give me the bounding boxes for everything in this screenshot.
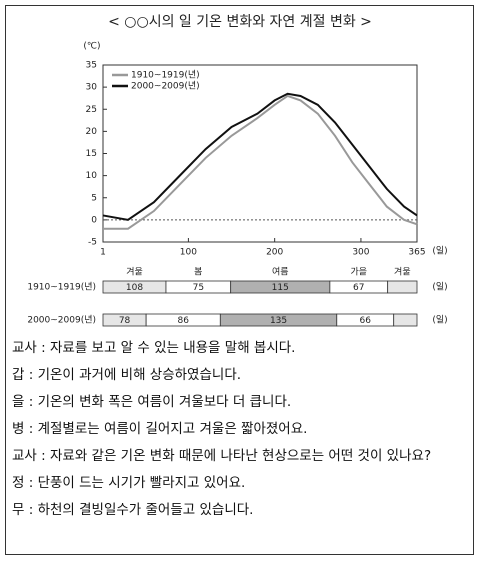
- utterance: 기온의 변화 폭은 여름이 겨울보다 더 큽니다.: [37, 394, 292, 410]
- legend-label: 2000~2009(년): [131, 81, 200, 92]
- separator: :: [24, 475, 38, 491]
- separator: :: [24, 421, 38, 437]
- season-value: 115: [272, 283, 289, 293]
- x-tick-label: 200: [266, 248, 283, 258]
- x-tick-label: 1: [100, 248, 106, 258]
- separator: :: [24, 394, 38, 410]
- x-tick-label: 100: [180, 248, 197, 258]
- utterance: 계절별로는 여름이 길어지고 겨울은 짧아졌어요.: [37, 421, 308, 437]
- utterance: 자료를 보고 알 수 있는 내용을 말해 봅시다.: [49, 340, 296, 356]
- dialogue-line: 무 : 하천의 결빙일수가 줄어들고 있습니다.: [12, 500, 470, 521]
- dialogue-line: 갑 : 기온이 과거에 비해 상승하였습니다.: [12, 365, 470, 386]
- separator: :: [24, 502, 38, 518]
- speaker: 병: [12, 421, 25, 437]
- y-tick-label: 15: [86, 149, 97, 159]
- separator: :: [36, 448, 50, 464]
- dialogue: 교사 : 자료를 보고 알 수 있는 내용을 말해 봅시다. 갑 : 기온이 과거…: [12, 338, 470, 527]
- utterance: 단풍이 드는 시기가 빨라지고 있어요.: [37, 475, 246, 491]
- season-value: 66: [360, 316, 372, 326]
- season-header: 겨울: [394, 267, 411, 278]
- dialogue-line: 교사 : 자료와 같은 기온 변화 때문에 나타난 현상으로는 어떤 것이 있나…: [12, 446, 470, 467]
- legend-label: 1910~1919(년): [131, 70, 200, 81]
- y-tick-label: -5: [88, 238, 97, 248]
- y-tick-label: 25: [86, 105, 97, 115]
- separator: :: [24, 367, 38, 383]
- utterance: 하천의 결빙일수가 줄어들고 있습니다.: [37, 502, 254, 518]
- dialogue-line: 정 : 단풍이 드는 시기가 빨라지고 있어요.: [12, 473, 470, 494]
- season-value: 86: [177, 316, 189, 326]
- season-row-label: 1910~1919(년): [27, 282, 96, 293]
- season-bar: [387, 280, 418, 294]
- dialogue-line: 교사 : 자료를 보고 알 수 있는 내용을 말해 봅시다.: [12, 338, 470, 359]
- season-header: 가을: [350, 267, 367, 278]
- dialogue-line: 병 : 계절별로는 여름이 길어지고 겨울은 짧아졌어요.: [12, 419, 470, 440]
- x-unit: (일): [432, 246, 447, 257]
- y-tick-label: 10: [86, 171, 98, 181]
- y-tick-label: 30: [86, 83, 98, 93]
- y-tick-label: 5: [91, 193, 97, 203]
- season-bar: [393, 313, 418, 327]
- series-line: [102, 92, 418, 221]
- season-header: 여름: [272, 266, 289, 278]
- season-unit: (일): [432, 315, 447, 326]
- season-value: 135: [270, 316, 287, 326]
- x-tick-label: 300: [352, 248, 369, 258]
- speaker: 정: [12, 475, 25, 491]
- speaker: 무: [12, 502, 25, 518]
- season-value: 78: [119, 316, 131, 326]
- frame: [5, 5, 474, 555]
- season-header: 봄: [194, 267, 202, 278]
- chart-title: < ○○시의 일 기온 변화와 자연 계절 변화 >: [108, 14, 372, 30]
- dialogue-line: 을 : 기온의 변화 폭은 여름이 겨울보다 더 큽니다.: [12, 392, 470, 413]
- season-value: 108: [126, 283, 143, 293]
- plot-frame: [102, 64, 418, 243]
- season-unit: (일): [432, 282, 447, 293]
- season-row-label: 2000~2009(년): [27, 315, 96, 326]
- y-unit: (℃): [83, 42, 100, 52]
- chart: < ○○시의 일 기온 변화와 자연 계절 변화 > (℃) (일) -5 0 5 1…: [27, 14, 448, 327]
- season-value: 67: [353, 283, 364, 293]
- separator: :: [36, 340, 50, 356]
- speaker: 교사: [12, 448, 37, 464]
- utterance: 자료와 같은 기온 변화 때문에 나타난 현상으로는 어떤 것이 있나요?: [49, 448, 432, 464]
- speaker: 교사: [12, 340, 37, 356]
- speaker: 갑: [12, 367, 25, 383]
- x-tick-label: 365: [408, 248, 425, 258]
- y-tick-label: 35: [86, 61, 97, 71]
- y-tick-label: 20: [86, 127, 98, 137]
- utterance: 기온이 과거에 비해 상승하였습니다.: [37, 367, 242, 383]
- series-line: [103, 94, 418, 230]
- season-header: 겨울: [126, 267, 143, 278]
- speaker: 을: [12, 394, 25, 410]
- y-tick-label: 0: [91, 215, 97, 225]
- season-value: 75: [193, 283, 204, 293]
